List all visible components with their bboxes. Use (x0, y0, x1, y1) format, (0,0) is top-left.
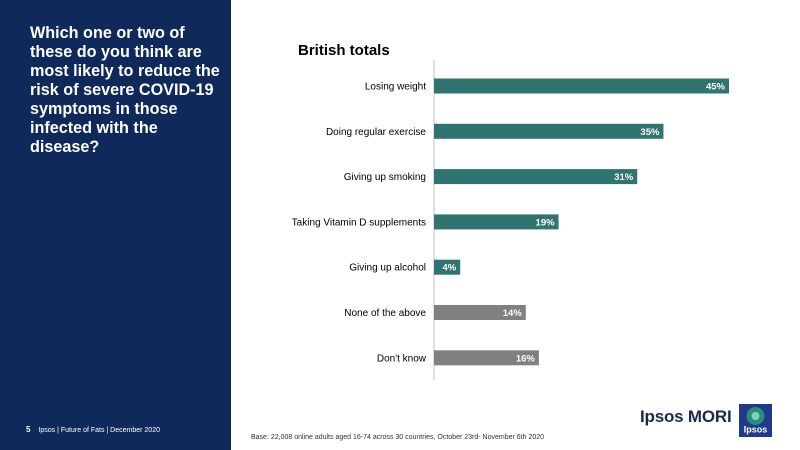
category-label: None of the above (344, 308, 426, 319)
page-number: 5 (26, 425, 31, 434)
base-note: Base: 22,008 online adults aged 16-74 ac… (251, 434, 545, 441)
data-label: 14% (503, 308, 523, 319)
data-label: 4% (442, 263, 456, 274)
bar (434, 305, 526, 320)
footer: 5 Ipsos | Future of Fats | December 2020 (26, 425, 160, 434)
category-label: Don't know (377, 353, 427, 364)
question-text: Which one or two of these do you think a… (30, 24, 220, 156)
bar (434, 169, 638, 185)
bar (434, 214, 559, 230)
bar (434, 259, 461, 275)
data-label: 16% (516, 353, 536, 364)
chart-title: British totals (298, 42, 390, 59)
bar (434, 350, 539, 366)
data-label: 31% (614, 172, 634, 183)
footer-text: Ipsos | Future of Fats | December 2020 (38, 427, 160, 434)
sidebar: Which one or two of these do you think a… (0, 0, 231, 450)
ipsos-logo-icon: Ipsos (739, 404, 772, 437)
category-label: Losing weight (365, 82, 426, 93)
bar (434, 123, 664, 139)
category-label: Taking Vitamin D supplements (292, 217, 426, 228)
category-label: Doing regular exercise (326, 127, 426, 138)
data-label: 19% (536, 217, 556, 228)
data-label: 35% (640, 127, 660, 138)
logo-text: Ipsos (744, 425, 768, 435)
category-label: Giving up smoking (344, 172, 426, 183)
bar (434, 78, 729, 94)
logo-inner-circle (751, 412, 760, 420)
brand-name: Ipsos MORI (640, 407, 732, 426)
data-label: 45% (706, 82, 726, 93)
category-label: Giving up alcohol (349, 263, 426, 274)
bar-chart: Losing weight 45% Doing regular exercise 35… (292, 60, 729, 380)
